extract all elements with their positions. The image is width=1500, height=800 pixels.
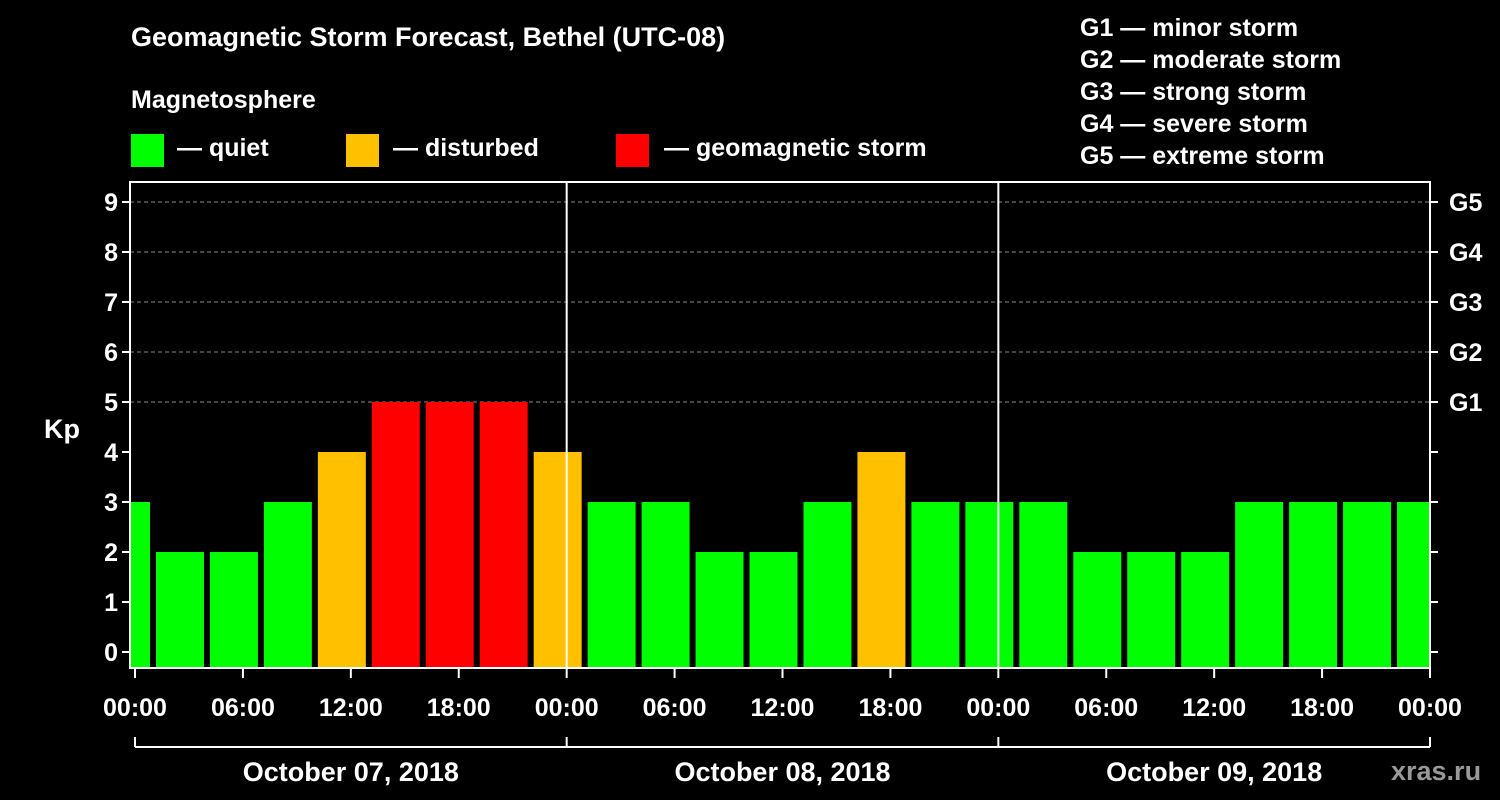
bar-22-quiet — [1289, 502, 1338, 668]
y-tick-label-4: 4 — [104, 439, 118, 467]
right-axis-label-g4: G4 — [1449, 239, 1482, 267]
bar-18-quiet — [1073, 552, 1122, 668]
bar-21-quiet — [1235, 502, 1284, 668]
bar-23-quiet — [1343, 502, 1392, 668]
y-tick-label-6: 6 — [104, 339, 118, 367]
y-tick-label-2: 2 — [104, 539, 118, 567]
x-tick-label-0: 00:00 — [103, 694, 167, 722]
x-tick-label-5: 06:00 — [643, 694, 707, 722]
bar-12-quiet — [749, 552, 798, 668]
x-tick-label-12: 00:00 — [1398, 694, 1462, 722]
bar-7-storm — [479, 402, 528, 668]
bar-19-quiet — [1127, 552, 1176, 668]
x-tick-label-10: 12:00 — [1182, 694, 1246, 722]
bar-8-disturbed — [533, 452, 582, 668]
storm-scale-g5: G5 — extreme storm — [1080, 142, 1325, 170]
right-axis-label-g5: G5 — [1449, 189, 1482, 217]
y-tick-label-8: 8 — [104, 239, 118, 267]
storm-scale-g3: G3 — strong storm — [1080, 78, 1307, 106]
y-tick-label-0: 0 — [104, 639, 118, 667]
bar-0-quiet — [131, 502, 150, 668]
legend-title: Magnetosphere — [131, 86, 316, 114]
chart-title: Geomagnetic Storm Forecast, Bethel (UTC-… — [131, 22, 726, 52]
x-tick-label-7: 18:00 — [858, 694, 922, 722]
y-tick-label-3: 3 — [104, 489, 118, 517]
x-tick-label-4: 00:00 — [535, 694, 599, 722]
bar-2-quiet — [209, 552, 258, 668]
right-axis-label-g1: G1 — [1449, 389, 1482, 417]
bar-11-quiet — [695, 552, 744, 668]
plot-frame — [129, 181, 1431, 669]
bar-15-quiet — [911, 502, 960, 668]
right-axis-label-g2: G2 — [1449, 339, 1482, 367]
storm-scale-g4: G4 — severe storm — [1080, 110, 1308, 138]
bar-13-quiet — [803, 502, 852, 668]
x-tick-label-8: 00:00 — [966, 694, 1030, 722]
bar-20-quiet — [1181, 552, 1230, 668]
legend-swatch-disturbed — [346, 134, 379, 167]
bar-3-quiet — [263, 502, 312, 668]
x-tick-label-2: 12:00 — [319, 694, 383, 722]
legend-swatch-storm — [616, 134, 649, 167]
legend-swatch-quiet — [131, 134, 164, 167]
bar-5-storm — [371, 402, 420, 668]
bar-14-disturbed — [857, 452, 906, 668]
day-label-1: October 08, 2018 — [674, 757, 890, 787]
y-tick-label-7: 7 — [104, 289, 118, 317]
x-tick-label-11: 18:00 — [1290, 694, 1354, 722]
legend-label-disturbed: — disturbed — [393, 134, 539, 162]
y-tick-label-5: 5 — [104, 389, 118, 417]
bar-1-quiet — [155, 552, 204, 668]
x-tick-label-6: 12:00 — [751, 694, 815, 722]
x-tick-label-1: 06:00 — [211, 694, 275, 722]
bar-16-quiet — [965, 502, 1014, 668]
y-tick-label-9: 9 — [104, 189, 118, 217]
x-tick-label-3: 18:00 — [427, 694, 491, 722]
bar-10-quiet — [641, 502, 690, 668]
bar-4-disturbed — [317, 452, 366, 668]
day-label-2: October 09, 2018 — [1106, 757, 1322, 787]
y-axis-label: Kp — [44, 414, 80, 444]
day-label-0: October 07, 2018 — [243, 757, 459, 787]
legend-label-quiet: — quiet — [177, 134, 269, 162]
right-axis-label-g3: G3 — [1449, 289, 1482, 317]
legend-label-storm: — geomagnetic storm — [664, 134, 927, 162]
bar-24-quiet — [1397, 502, 1429, 668]
bar-17-quiet — [1019, 502, 1068, 668]
x-tick-label-9: 06:00 — [1074, 694, 1138, 722]
bar-6-storm — [425, 402, 474, 668]
storm-scale-g1: G1 — minor storm — [1080, 14, 1299, 42]
bar-9-quiet — [587, 502, 636, 668]
y-tick-label-1: 1 — [104, 589, 118, 617]
storm-scale-g2: G2 — moderate storm — [1080, 46, 1342, 74]
site-watermark: xras.ru — [1391, 756, 1482, 786]
bars-group — [131, 402, 1429, 668]
